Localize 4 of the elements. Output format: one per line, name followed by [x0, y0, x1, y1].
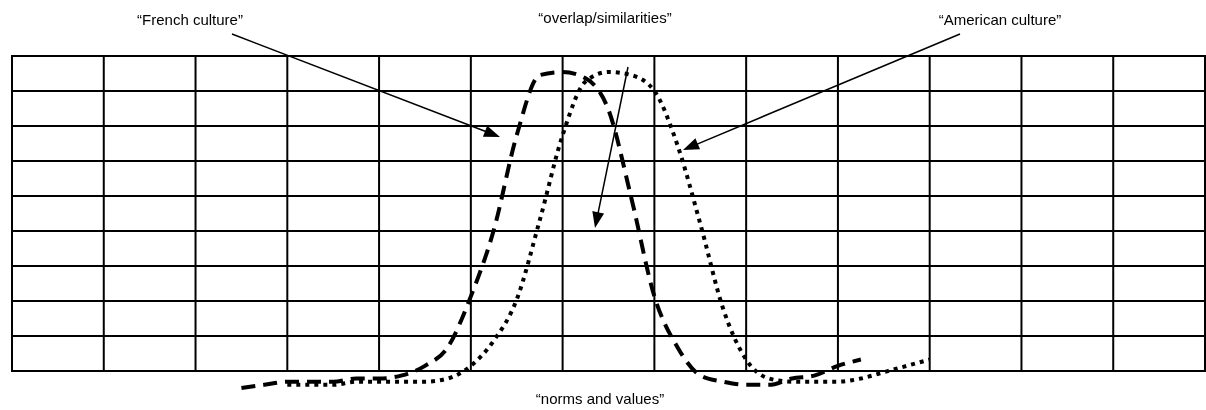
text: “French culture” — [137, 11, 243, 28]
text: “overlap/similarities” — [538, 9, 672, 26]
text: “American culture” — [938, 11, 1062, 28]
x-axis-title: “norms and values” — [535, 390, 665, 407]
